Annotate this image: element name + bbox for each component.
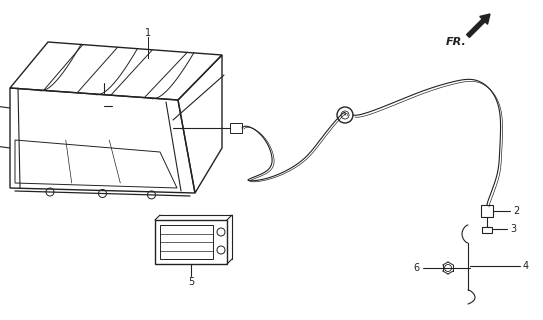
Text: 5: 5	[188, 277, 194, 287]
Text: 3: 3	[510, 224, 516, 234]
Text: 6: 6	[414, 263, 420, 273]
Text: 2: 2	[513, 206, 519, 216]
Text: 1: 1	[145, 28, 151, 38]
Text: FR.: FR.	[446, 37, 466, 47]
FancyArrow shape	[466, 14, 490, 37]
Text: 4: 4	[523, 261, 529, 271]
